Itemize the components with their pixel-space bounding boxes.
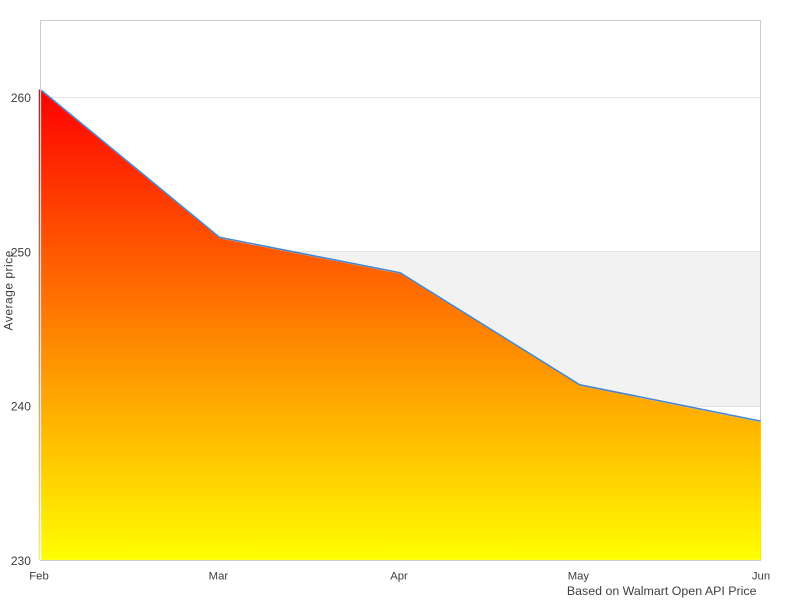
svg-text:Average price: Average price [2, 250, 16, 330]
svg-text:Mar: Mar [209, 570, 229, 582]
svg-text:Based on Walmart Open API Pric: Based on Walmart Open API Price [567, 584, 757, 598]
svg-text:Apr: Apr [390, 570, 408, 582]
svg-text:250: 250 [11, 245, 31, 259]
svg-text:May: May [568, 570, 590, 582]
svg-text:Feb: Feb [29, 570, 48, 582]
svg-text:Jun: Jun [752, 570, 770, 582]
svg-text:240: 240 [11, 400, 31, 414]
svg-text:260: 260 [11, 91, 31, 105]
svg-text:230: 230 [11, 554, 31, 568]
